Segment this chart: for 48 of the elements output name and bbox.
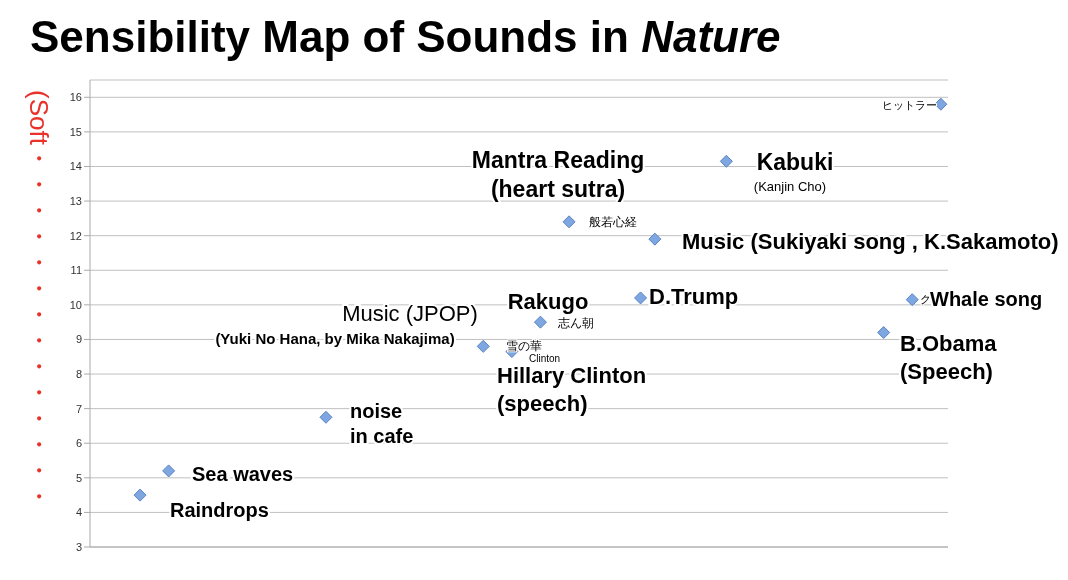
- annotation: (Kanjin Cho): [753, 179, 827, 194]
- point: [934, 97, 948, 111]
- y-tick-label: 14: [69, 160, 82, 173]
- annotation: ク: [920, 293, 931, 305]
- point: [476, 339, 490, 353]
- annotation: 雪の華: [506, 339, 542, 353]
- annotation: noise in cafe: [350, 400, 414, 447]
- annotation: B.Obama (Speech): [900, 331, 998, 384]
- y-tick-label: 5: [75, 471, 82, 484]
- y-tick-label: 3: [75, 540, 82, 553]
- annotation: 志ん朝: [558, 316, 594, 330]
- annotation: Hillary Clinton (speech): [497, 363, 647, 416]
- y-tick-label: 6: [75, 437, 82, 450]
- y-tick-label: 11: [70, 264, 82, 277]
- point: [877, 326, 891, 340]
- annotation: Rakugo: [507, 289, 589, 314]
- point: [648, 232, 662, 246]
- annotation: 般若心経: [589, 215, 637, 229]
- point: [905, 293, 919, 307]
- y-tick-label: 8: [75, 367, 82, 380]
- point: [719, 154, 733, 168]
- y-tick-label: 13: [69, 194, 82, 207]
- point: [634, 291, 648, 305]
- point: [562, 215, 576, 229]
- point: [319, 410, 333, 424]
- annotation: Music (Sukiyaki song , K.Sakamoto): [682, 229, 1059, 254]
- annotation: D.Trump: [649, 284, 739, 309]
- y-tick-label: 4: [75, 506, 82, 519]
- y-tick-label: 10: [69, 298, 82, 311]
- point: [533, 315, 547, 329]
- annotation: ヒットラー: [882, 99, 937, 111]
- point: [133, 488, 147, 502]
- annotation: Sea waves: [192, 463, 294, 485]
- y-tick-label: 9: [75, 333, 82, 346]
- y-axis-title: (Soft・・・・・・・・・・・・・・: [24, 90, 54, 509]
- chart-title: Sensibility Map of Sounds in Nature: [30, 12, 781, 61]
- annotation: Kabuki: [756, 149, 834, 175]
- annotation: Music (JPOP): [342, 301, 478, 326]
- annotation: Clinton: [529, 353, 561, 364]
- annotation: (Yuki No Hana, by Mika Nakajima): [215, 330, 455, 347]
- point: [162, 464, 176, 478]
- annotation: Whale song: [930, 288, 1043, 310]
- y-tick-label: 7: [75, 402, 82, 415]
- annotation: Raindrops: [170, 499, 269, 521]
- y-tick-label: 15: [69, 125, 82, 138]
- annotation: Mantra Reading (heart sutra): [471, 147, 645, 202]
- y-tick-label: 16: [69, 91, 82, 104]
- y-tick-label: 12: [69, 229, 82, 242]
